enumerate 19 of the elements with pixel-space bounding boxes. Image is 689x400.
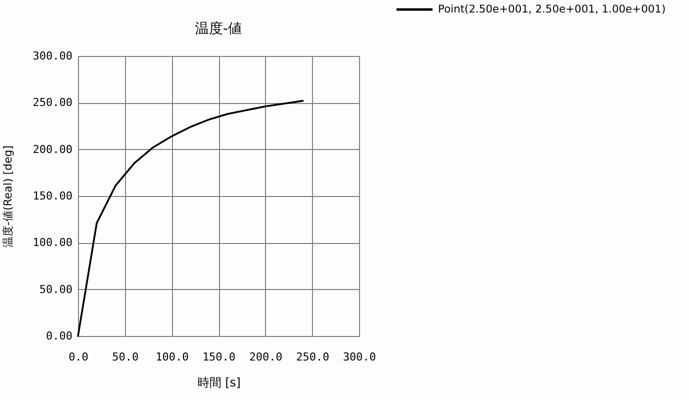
x-tick-label: 200.0 bbox=[249, 350, 282, 364]
x-tick-label: 50.0 bbox=[112, 350, 139, 364]
y-tick-label: 250.00 bbox=[32, 96, 72, 110]
chart-title: 温度-値 bbox=[194, 21, 242, 37]
y-tick-label: 200.00 bbox=[32, 142, 72, 156]
x-axis-title: 時間 [s] bbox=[197, 376, 241, 390]
y-tick-label: 100.00 bbox=[32, 236, 72, 250]
x-tick-label: 0.0 bbox=[68, 350, 88, 364]
y-axis-title: 温度-値(Real) [deg] bbox=[2, 145, 14, 248]
legend-label: Point(2.50e+001, 2.50e+001, 1.00e+001) bbox=[438, 2, 666, 16]
y-tick-label: 0.00 bbox=[46, 330, 72, 342]
x-tick-label: 300.0 bbox=[342, 350, 376, 364]
y-tick-label: 50.00 bbox=[39, 282, 72, 296]
x-tick-label: 150.0 bbox=[202, 350, 236, 364]
y-tick-label: 150.00 bbox=[32, 190, 72, 202]
x-tick-label: 250.0 bbox=[296, 350, 330, 364]
line-series bbox=[77, 100, 304, 337]
y-tick-label: 300.00 bbox=[32, 50, 72, 62]
x-tick-label: 100.0 bbox=[156, 350, 189, 364]
